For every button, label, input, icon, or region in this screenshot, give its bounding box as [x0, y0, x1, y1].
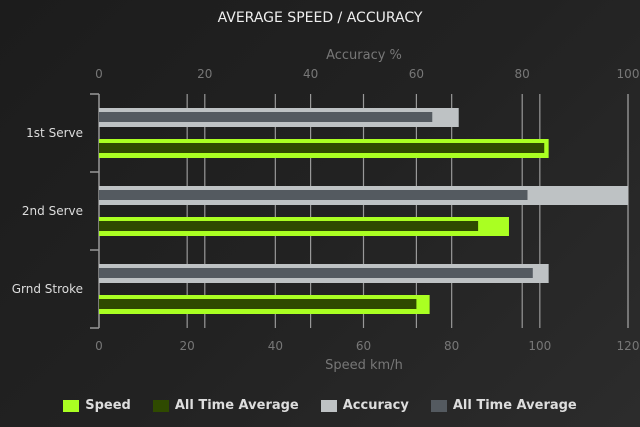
legend-label: Speed: [85, 398, 131, 413]
accuracy-tick-label: 60: [409, 67, 424, 81]
accuracy-tick-label: 80: [515, 67, 530, 81]
speed-tick-label: 20: [180, 339, 195, 353]
category-label: 2nd Serve: [22, 204, 83, 218]
speed-tick-label: 120: [617, 339, 640, 353]
speed-average-bar: [99, 143, 545, 153]
speed-average-bar: [99, 221, 479, 231]
accuracy-tick-label: 0: [95, 67, 103, 81]
bottom-axis-title: Speed km/h: [325, 358, 403, 373]
accuracy-average-bar: [99, 190, 528, 200]
legend-swatch: [63, 399, 80, 412]
legend-item-accuracy[interactable]: Accuracy: [320, 398, 409, 413]
legend-label: All Time Average: [174, 398, 299, 413]
speed-tick-label: 60: [356, 339, 371, 353]
speed-tick-label: 80: [444, 339, 459, 353]
category-label: Grnd Stroke: [12, 282, 83, 296]
chart-title: AVERAGE SPEED / ACCURACY: [218, 10, 423, 26]
legend-swatch: [320, 399, 337, 412]
legend-swatch: [152, 399, 169, 412]
legend-item-speed-average[interactable]: All Time Average: [152, 398, 299, 413]
accuracy-tick-label: 100: [617, 67, 640, 81]
speed-tick-label: 100: [528, 339, 551, 353]
accuracy-average-bar: [99, 112, 433, 122]
legend-label: All Time Average: [452, 398, 577, 413]
speed-tick-label: 40: [268, 339, 283, 353]
category-label: 1st Serve: [26, 126, 83, 140]
speed-tick-label: 0: [95, 339, 103, 353]
legend-swatch: [430, 399, 447, 412]
legend-label: Accuracy: [342, 398, 409, 413]
speed-average-bar: [99, 299, 417, 309]
top-axis-title: Accuracy %: [326, 48, 402, 63]
accuracy-average-bar: [99, 268, 533, 278]
accuracy-tick-label: 20: [197, 67, 212, 81]
legend: Speed All Time Average Accuracy All Time…: [0, 398, 640, 413]
accuracy-tick-label: 40: [303, 67, 318, 81]
legend-item-accuracy-average[interactable]: All Time Average: [430, 398, 577, 413]
legend-item-speed[interactable]: Speed: [63, 398, 131, 413]
